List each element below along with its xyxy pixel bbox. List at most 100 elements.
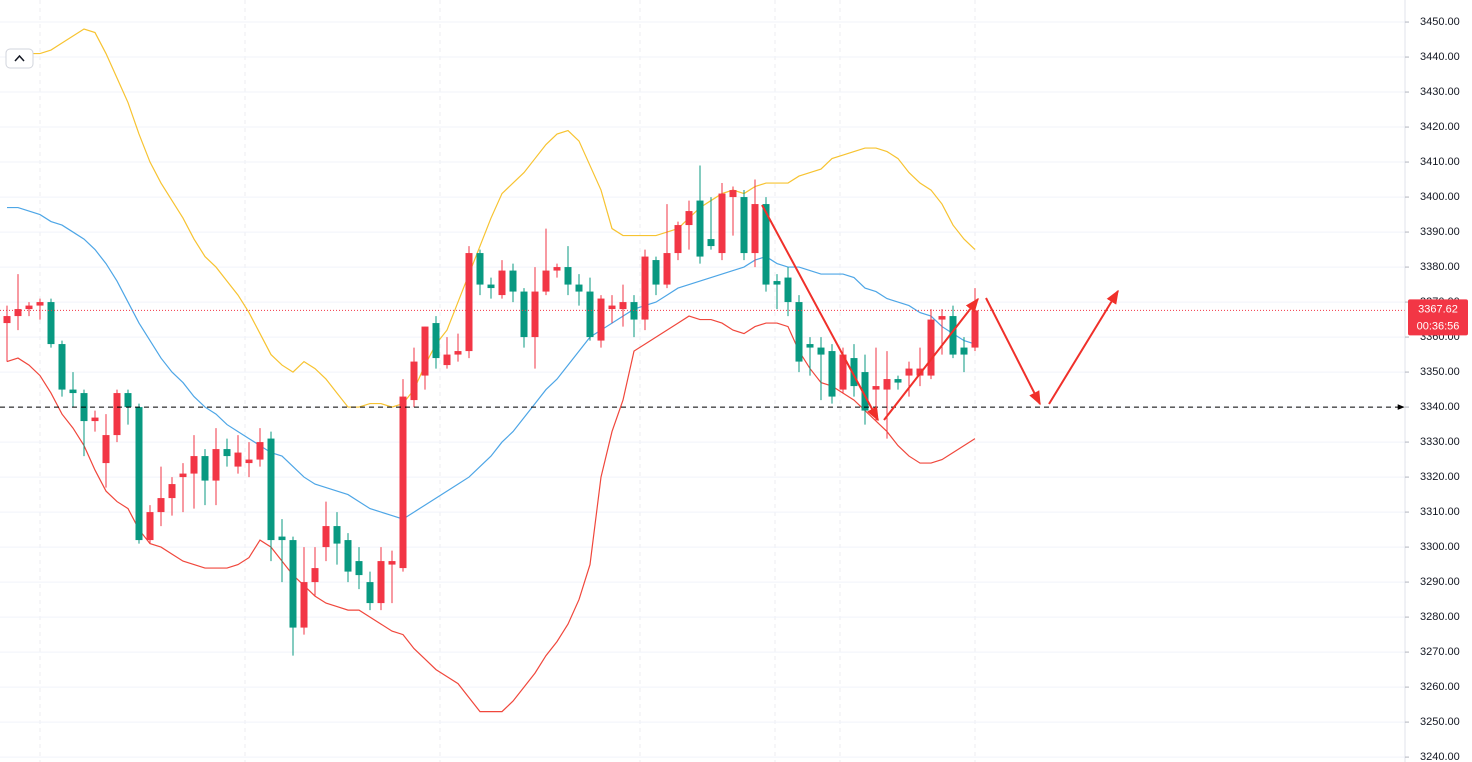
candle-body <box>179 473 187 478</box>
candle-body <box>487 284 495 289</box>
candle-body <box>366 582 374 604</box>
candle-body <box>245 459 253 464</box>
candle-body <box>498 270 506 296</box>
candle-body <box>971 310 979 348</box>
candle-body <box>938 316 946 320</box>
candle-body <box>927 319 935 376</box>
candle-body <box>278 536 286 541</box>
candle-body <box>476 253 484 285</box>
candle-body <box>388 561 396 565</box>
candle-body <box>861 372 869 411</box>
candle-body <box>740 197 748 254</box>
y-tick-label: 3410.00 <box>1420 156 1460 168</box>
y-tick-label: 3390.00 <box>1420 226 1460 238</box>
candle-body <box>168 484 176 499</box>
price-badge <box>1408 299 1468 336</box>
candle-body <box>432 323 440 359</box>
candle-body <box>751 204 759 254</box>
candle-body <box>212 449 220 481</box>
y-tick-label: 3310.00 <box>1420 506 1460 518</box>
y-tick-label: 3260.00 <box>1420 681 1460 693</box>
candle-body <box>234 452 242 467</box>
candle-body <box>91 417 99 422</box>
candle-body <box>201 456 209 481</box>
candle-body <box>520 291 528 338</box>
arrow <box>985 297 1041 406</box>
candle-body <box>454 351 462 355</box>
last-price-label: 3367.62 <box>1418 303 1458 315</box>
y-tick-label: 3290.00 <box>1420 576 1460 588</box>
candle-body <box>421 326 429 376</box>
candle-body <box>718 193 726 254</box>
candle-body <box>674 225 682 254</box>
y-tick-label: 3330.00 <box>1420 436 1460 448</box>
forecast-arrows <box>761 204 1119 422</box>
candle-body <box>322 526 330 548</box>
candle-body <box>289 540 297 628</box>
candle-body <box>256 442 264 460</box>
y-tick-label: 3450.00 <box>1420 16 1460 28</box>
candle-body <box>410 361 418 401</box>
button-frame[interactable] <box>5 48 34 69</box>
candle-body <box>113 393 121 436</box>
candle-body <box>828 351 836 397</box>
candle-body <box>69 389 77 394</box>
candle-body <box>3 316 11 324</box>
candle-body <box>817 347 825 355</box>
candle-body <box>553 267 561 271</box>
candle-body <box>14 309 22 317</box>
band-line <box>7 206 976 520</box>
candle-body <box>157 498 165 513</box>
candle-body <box>509 270 517 292</box>
chevron-icon[interactable] <box>14 54 25 62</box>
candle-body <box>795 302 803 362</box>
candle-body <box>399 396 407 569</box>
candle-body <box>135 407 143 541</box>
candle-body <box>223 449 231 457</box>
candle-body <box>652 260 660 285</box>
candle-body <box>762 204 770 285</box>
candle-body <box>575 284 583 292</box>
y-tick-label: 3420.00 <box>1420 121 1460 133</box>
countdown-label: 00:36:56 <box>1417 320 1460 332</box>
candle-body <box>377 561 385 604</box>
candle-body <box>300 582 308 628</box>
y-tick-label: 3320.00 <box>1420 471 1460 483</box>
y-tick-label: 3400.00 <box>1420 191 1460 203</box>
candle-body <box>124 393 132 408</box>
candle-body <box>465 253 473 352</box>
band-line <box>6 315 976 713</box>
candle-body <box>443 354 451 366</box>
arrow <box>883 297 979 421</box>
candle-body <box>344 540 352 572</box>
candle-body <box>267 438 275 541</box>
candle-body <box>47 302 55 345</box>
candle-body <box>872 386 880 390</box>
candle-body <box>311 568 319 583</box>
y-tick-label: 3270.00 <box>1420 646 1460 658</box>
candle-body <box>806 344 814 348</box>
candle-body <box>564 267 572 285</box>
candle-body <box>960 347 968 355</box>
collapse-button[interactable] <box>5 48 34 69</box>
candle-body <box>883 379 891 390</box>
arrow <box>1048 289 1119 405</box>
candle-body <box>355 561 363 576</box>
candle-body <box>619 302 627 310</box>
y-tick-label: 3280.00 <box>1420 611 1460 623</box>
candle-body <box>58 344 66 390</box>
candle-body <box>597 298 605 341</box>
candle-body <box>894 379 902 383</box>
candle-body <box>949 316 957 355</box>
candle-body <box>25 305 33 310</box>
y-tick-label: 3340.00 <box>1420 401 1460 413</box>
candle-body <box>608 305 616 310</box>
candle-body <box>36 302 44 306</box>
candle-body <box>685 211 693 226</box>
y-tick-label: 3380.00 <box>1420 261 1460 273</box>
candle-body <box>905 368 913 376</box>
candle-body <box>102 435 110 464</box>
candle-body <box>729 190 737 198</box>
candle-body <box>542 270 550 292</box>
